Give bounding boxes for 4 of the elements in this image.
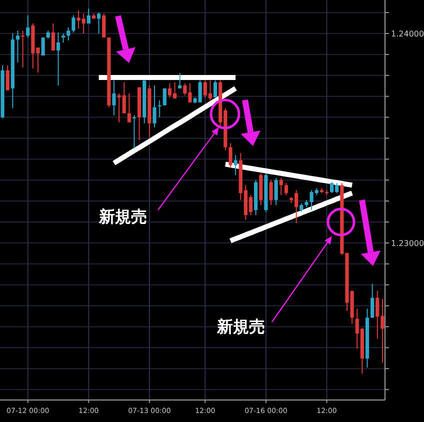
annotation: 新規売 [216, 317, 265, 336]
y-tick-label: 1.23000 [391, 238, 424, 248]
annotation: 新規売 [98, 207, 147, 226]
y-tick-label: 1.24000 [391, 30, 424, 39]
